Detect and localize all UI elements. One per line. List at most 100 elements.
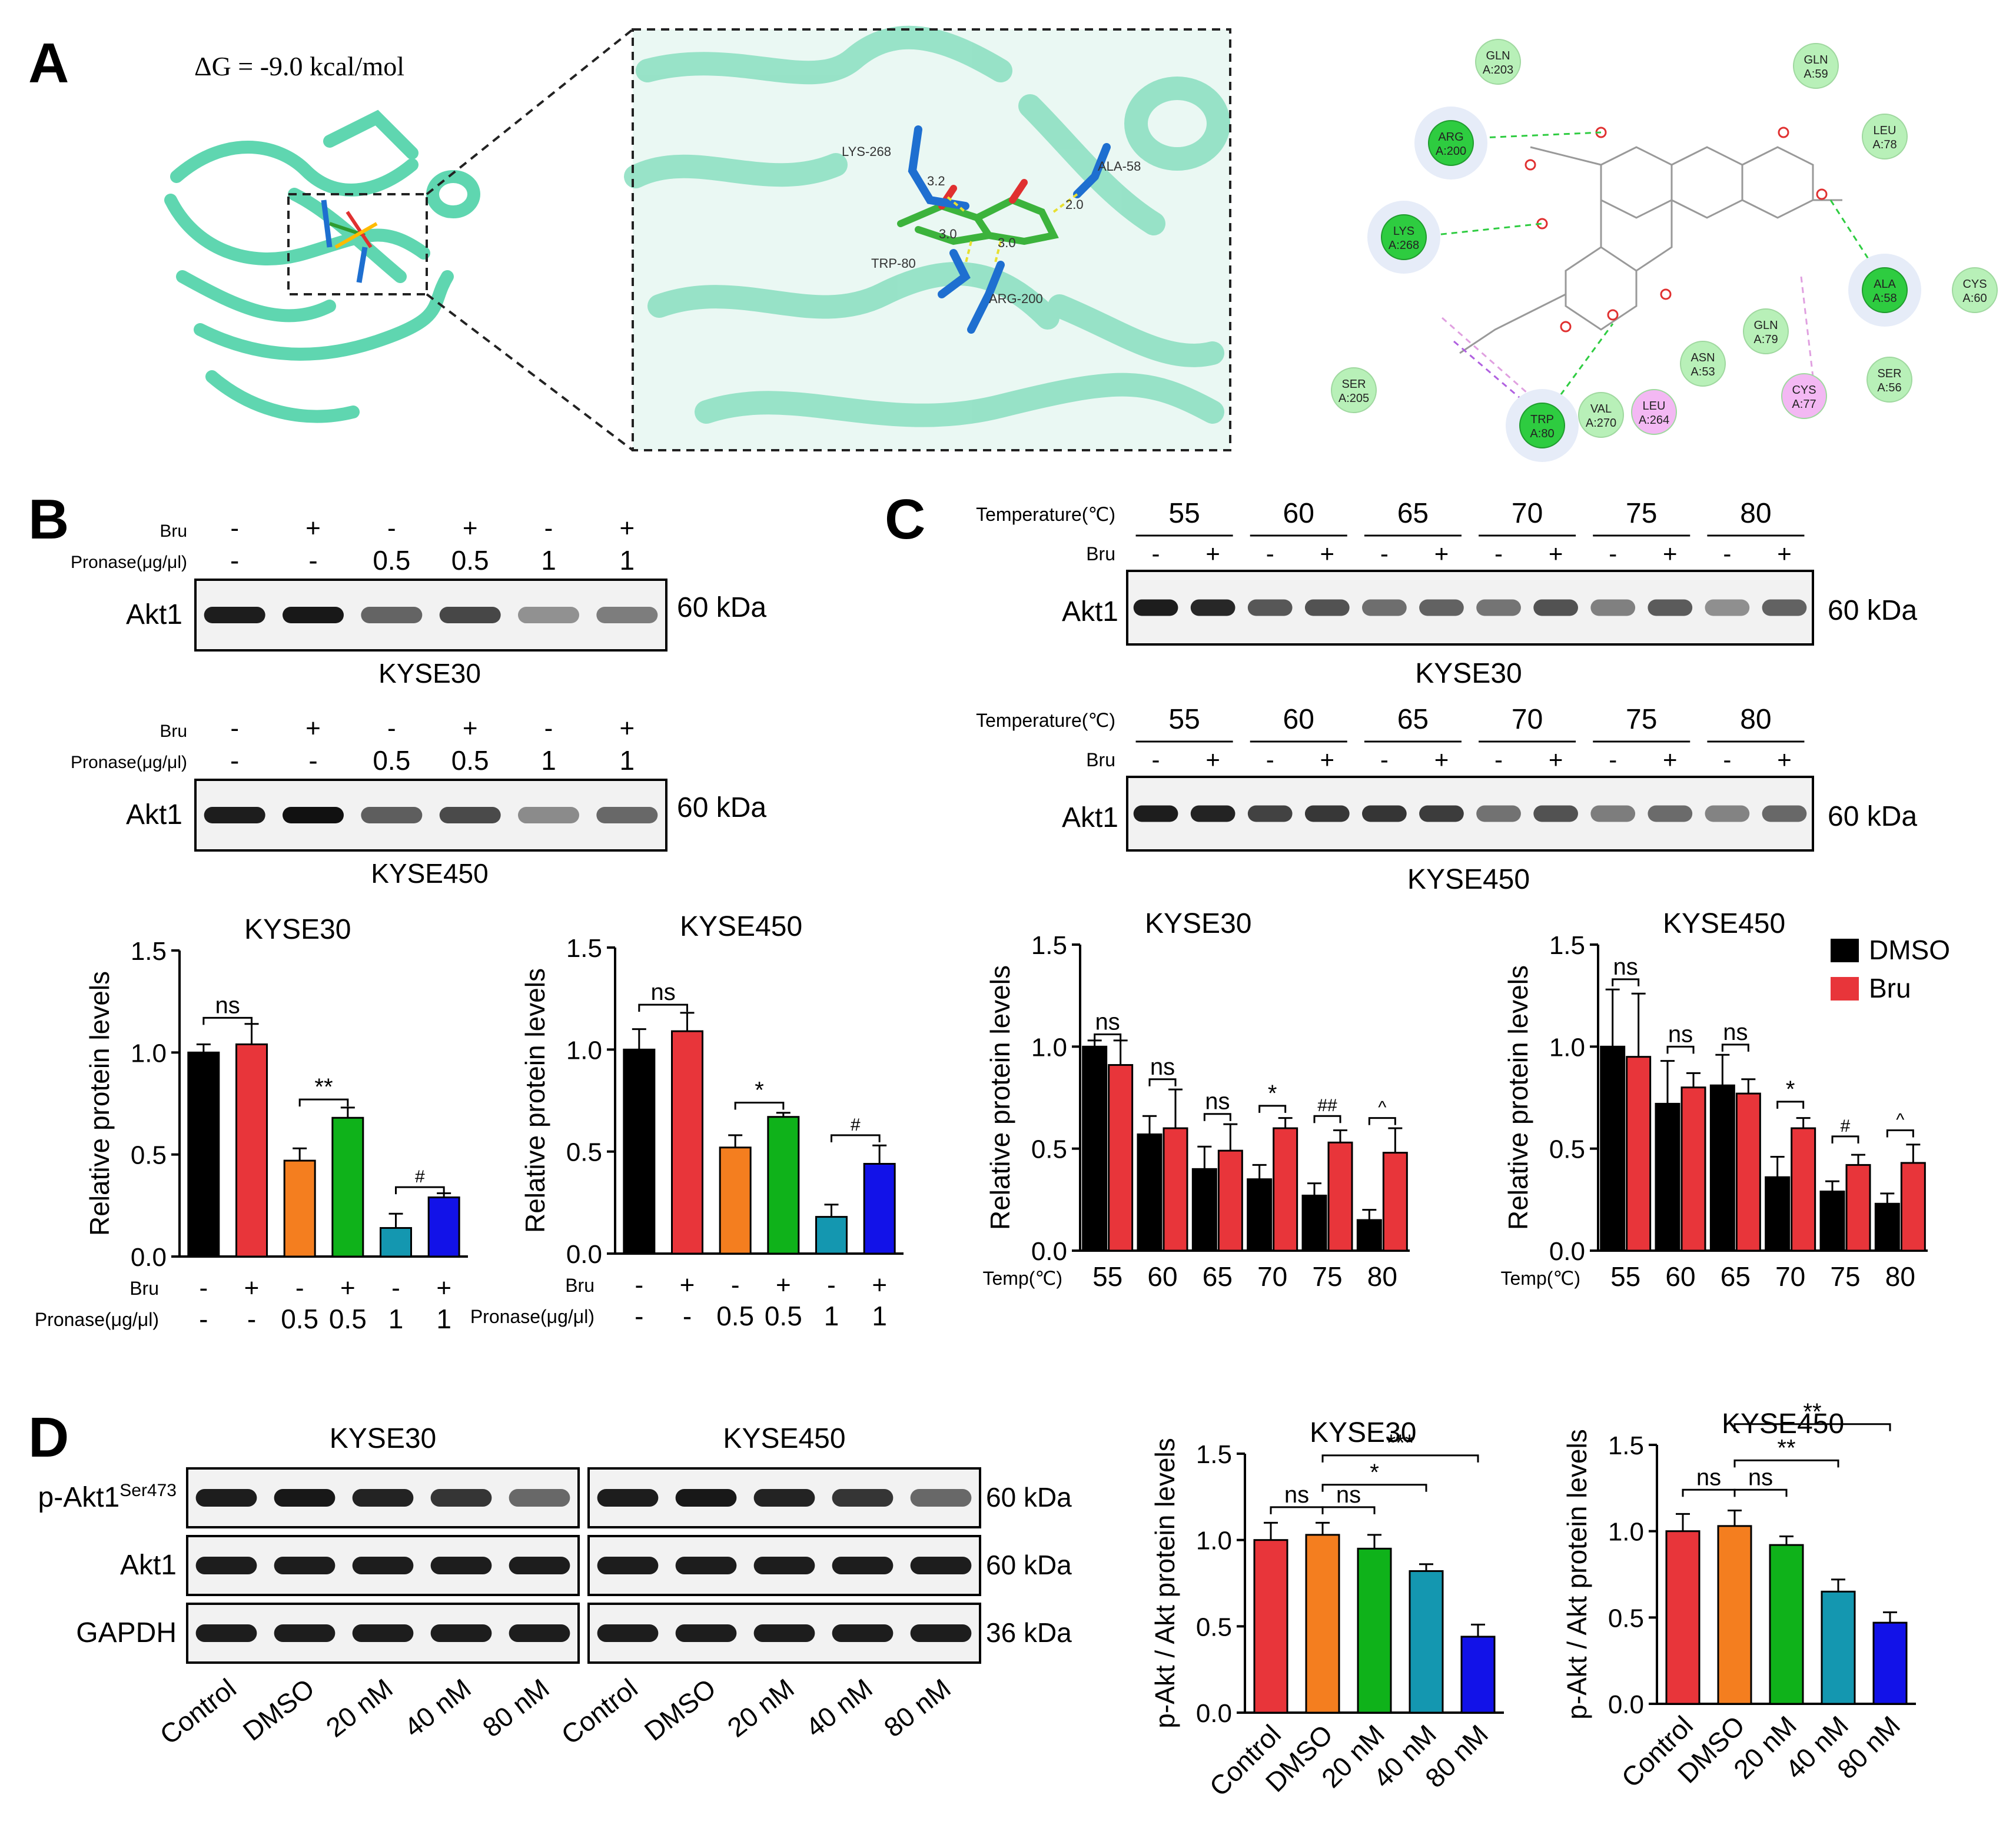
- residue-disc: [1475, 39, 1521, 85]
- label-ala58: ALA-58: [1098, 159, 1141, 174]
- significance-bracket: [1831, 1135, 1859, 1144]
- residue-disc: [1781, 373, 1827, 419]
- lane-label: 80 nM: [878, 1673, 956, 1743]
- y-tick-label: 0.5: [566, 1138, 602, 1167]
- band: [596, 807, 658, 823]
- kda-label: 60 kDa: [677, 592, 766, 623]
- significance-label: ns: [1748, 1464, 1773, 1490]
- band: [352, 1624, 414, 1642]
- bru-sign: +: [619, 514, 635, 543]
- docking-panel: ΔG = -9.0 kcal/mol: [164, 25, 1998, 462]
- significance-label: **: [1803, 1399, 1821, 1425]
- band: [1362, 805, 1407, 822]
- interaction-diagram: GLNA:203GLNA:59ARGA:200LEUA:78LYSA:268AL…: [1331, 39, 1998, 462]
- bar: [1872, 1621, 1908, 1705]
- y-tick-label: 1.5: [131, 937, 167, 966]
- residue-name: GLN: [1804, 54, 1828, 67]
- significance-label: ns: [1668, 1021, 1693, 1047]
- ligand-2d-structure: [1459, 146, 1842, 354]
- y-tick-label: 0.0: [566, 1240, 602, 1269]
- legend-c: DMSO Bru: [1831, 935, 1950, 1003]
- bar-bru: [1108, 1064, 1134, 1252]
- bar-bru: [1273, 1127, 1298, 1252]
- band: [274, 1489, 336, 1507]
- residue-name: GLN: [1753, 319, 1778, 332]
- significance-label: ns: [1336, 1482, 1361, 1508]
- band: [195, 1489, 257, 1507]
- blot-d-row: [587, 1535, 981, 1596]
- significance-label: **: [314, 1074, 333, 1100]
- y-tick-label: 1.5: [1196, 1440, 1232, 1469]
- y-tick-label: 1.0: [1549, 1033, 1585, 1062]
- pronase-value: 0.5: [716, 1301, 754, 1331]
- residue-gln-203: GLN A:203: [1475, 39, 1521, 85]
- band: [1133, 805, 1178, 822]
- bru-sign: -: [635, 1271, 644, 1299]
- significance-bracket: [638, 1003, 688, 1012]
- band: [274, 1624, 336, 1642]
- bru-sign: -: [1723, 540, 1731, 567]
- legend-label-bru: Bru: [1869, 973, 1911, 1003]
- band: [518, 807, 579, 823]
- significance-bracket: [395, 1186, 445, 1195]
- bar-bru: [1735, 1092, 1761, 1252]
- residue-name: ASN: [1690, 351, 1715, 364]
- significance-label: ns: [1723, 1019, 1748, 1045]
- x-axis-label: Temp(℃): [983, 1268, 1063, 1289]
- bar: [623, 1048, 656, 1255]
- significance-label: *: [1370, 1460, 1379, 1485]
- pronase-row-label: Pronase(μg/μl): [71, 753, 187, 772]
- chart-2: KYSE450 0.0 0.5 1.0 1.5 Relative protein leve…: [470, 911, 904, 1331]
- significance-label: *: [1268, 1081, 1277, 1106]
- residue-id: A:60: [1962, 292, 1987, 305]
- band: [753, 1624, 815, 1642]
- band: [596, 607, 658, 623]
- band: [1590, 599, 1636, 616]
- x-tick-label: 55: [1092, 1261, 1122, 1292]
- band: [1419, 805, 1464, 822]
- residue-disc: [1866, 357, 1912, 403]
- chart-title: KYSE450: [1663, 908, 1785, 939]
- bar-bru: [1327, 1141, 1353, 1252]
- bar: [1305, 1534, 1340, 1714]
- residue-name: ALA: [1874, 278, 1896, 291]
- band: [1533, 805, 1578, 822]
- significance-label: #: [851, 1115, 861, 1135]
- residue-name: GLN: [1486, 49, 1510, 62]
- band: [1648, 599, 1693, 616]
- residue-id: A:264: [1639, 414, 1669, 427]
- band: [832, 1557, 894, 1574]
- band: [430, 1557, 492, 1574]
- band: [1762, 805, 1807, 822]
- significance-bracket: [1776, 1101, 1805, 1109]
- significance-bracket: [734, 1101, 785, 1110]
- band: [1133, 599, 1178, 616]
- bru-sign: +: [340, 1274, 356, 1302]
- band: [1476, 805, 1521, 822]
- band: [1533, 599, 1578, 616]
- band: [195, 1557, 257, 1574]
- cell-line-label: KYSE450: [1407, 864, 1530, 895]
- bru-sign: -: [391, 1274, 400, 1302]
- residue-name: SER: [1341, 378, 1366, 391]
- pronase-row-label: Pronase(μg/μl): [35, 1309, 159, 1330]
- y-tick-label: 1.5: [1549, 931, 1585, 960]
- bar-dmso: [1082, 1045, 1108, 1252]
- bar: [187, 1051, 220, 1258]
- band: [597, 1489, 659, 1507]
- band: [1762, 599, 1807, 616]
- chart-title: KYSE30: [244, 914, 351, 945]
- residue-name: SER: [1877, 367, 1901, 380]
- pronase-value: 1: [541, 745, 556, 776]
- pronase-value: 0.5: [451, 545, 489, 576]
- temperature-value: 80: [1740, 704, 1771, 735]
- bru-sign: +: [1549, 540, 1563, 567]
- bar-bru: [1680, 1086, 1706, 1252]
- blot-d-row: [587, 1467, 981, 1528]
- pronase-value: 1: [436, 1304, 451, 1334]
- panel-letter-d: D: [28, 1406, 69, 1469]
- residue-name: LEU: [1874, 124, 1897, 137]
